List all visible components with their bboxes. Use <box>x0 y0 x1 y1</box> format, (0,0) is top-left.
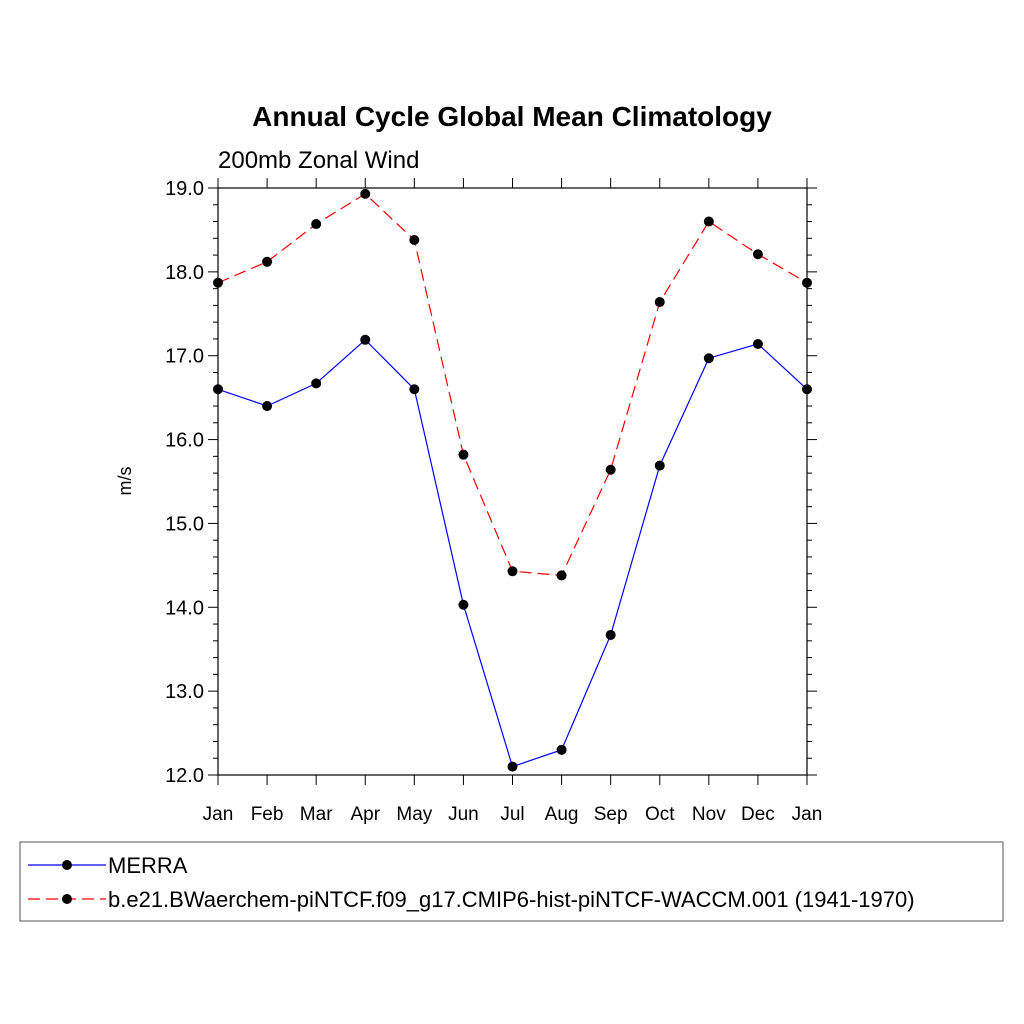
series-1 <box>213 334 812 772</box>
legend-label: b.e21.BWaerchem-piNTCF.f09_g17.CMIP6-his… <box>108 887 915 912</box>
y-tick-label: 13.0 <box>165 681 204 703</box>
data-point <box>360 188 371 199</box>
y-tick-label: 12.0 <box>165 765 204 787</box>
y-tick-label: 14.0 <box>165 597 204 619</box>
series-line <box>217 193 808 577</box>
data-point <box>311 219 322 230</box>
data-point <box>752 249 763 260</box>
data-point <box>654 297 665 308</box>
x-tick-label: Jan <box>792 804 823 825</box>
data-point <box>605 464 616 475</box>
x-tick-label: Oct <box>645 804 675 825</box>
data-point <box>262 401 273 412</box>
x-tick-label: Sep <box>594 804 628 825</box>
data-point <box>556 744 567 755</box>
x-tick-label: Nov <box>692 804 726 825</box>
data-point <box>703 216 714 227</box>
data-point <box>409 384 420 395</box>
data-point <box>605 629 616 640</box>
y-tick-label: 19.0 <box>165 178 204 200</box>
x-tick-label: Aug <box>545 804 579 825</box>
data-point <box>458 599 469 610</box>
series-layer <box>213 188 812 772</box>
x-tick-label: Feb <box>251 804 284 825</box>
chart-title: Annual Cycle Global Mean Climatology <box>252 101 772 132</box>
chart-subtitle: 200mb Zonal Wind <box>218 147 419 174</box>
x-tick-labels: Jan Feb Mar Apr May Jun Jul Aug Sep Oct Nov Dec Jan <box>203 804 823 825</box>
plot-frame <box>217 187 808 776</box>
x-tick-label: Jun <box>448 804 479 825</box>
data-point <box>507 566 518 577</box>
legend: MERRA b.e21.BWaerchem-piNTCF.f09_g17.CMIP… <box>28 853 915 912</box>
y-tick-label: 15.0 <box>165 513 204 535</box>
data-point <box>556 570 567 581</box>
y-tick-label: 16.0 <box>165 430 204 452</box>
x-tick-label: Jul <box>500 804 524 825</box>
data-point <box>654 460 665 471</box>
y-tick-label: 18.0 <box>165 262 204 284</box>
axis-ticks <box>208 178 817 785</box>
x-tick-label: Apr <box>350 804 380 825</box>
legend-box <box>19 841 1004 922</box>
series-line <box>217 338 808 768</box>
data-point <box>752 338 763 349</box>
data-point <box>409 234 420 245</box>
y-tick-label: 17.0 <box>165 346 204 368</box>
data-point <box>703 353 714 364</box>
x-tick-label: Jan <box>203 804 234 825</box>
legend-label: MERRA <box>108 853 188 878</box>
data-point <box>311 378 322 389</box>
data-point <box>507 761 518 772</box>
data-point <box>262 256 273 267</box>
legend-marker <box>62 860 72 870</box>
data-point <box>360 334 371 345</box>
y-axis-label: m/s <box>115 467 135 496</box>
x-tick-label: May <box>396 804 432 825</box>
x-tick-label: Mar <box>300 804 333 825</box>
series-2 <box>213 188 812 581</box>
legend-marker <box>62 894 72 904</box>
y-tick-labels: 12.0 13.0 14.0 15.0 16.0 17.0 18.0 19.0 <box>165 178 204 787</box>
x-tick-label: Dec <box>741 804 775 825</box>
data-point <box>458 449 469 460</box>
